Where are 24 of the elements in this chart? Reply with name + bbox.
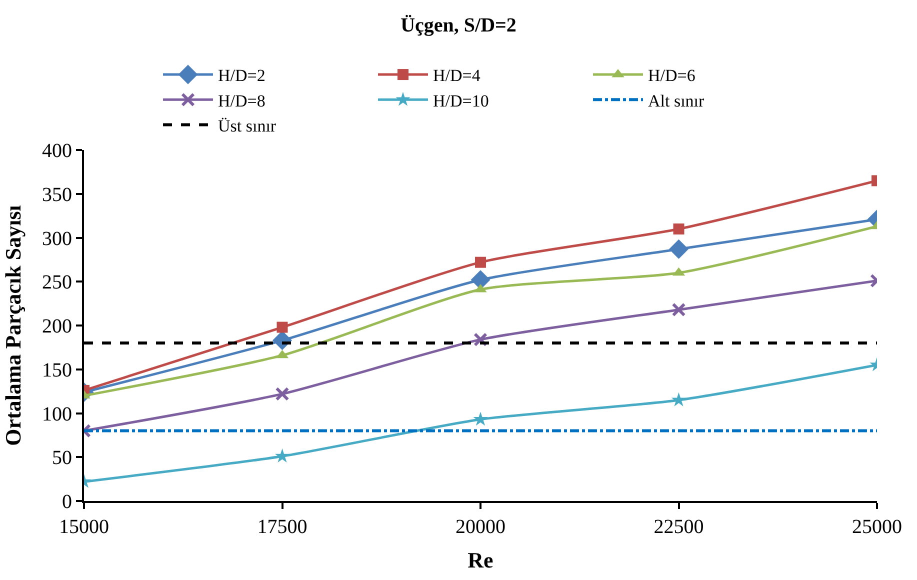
legend-label: H/D=2 [218,66,266,86]
x-axis-title: Re [468,547,494,572]
y-tick-label: 250 [42,272,72,294]
y-axis-title: Ortalama Parçacık Sayısı [0,205,26,446]
y-tick-label: 100 [42,403,72,426]
x-tick-label: 20000 [456,516,506,538]
y-tick-label: 150 [42,359,72,382]
y-tick-label: 0 [62,491,72,513]
y-tick-label: 350 [42,184,72,206]
legend-label: Üst sınır [218,116,276,136]
y-tick-label: 50 [52,447,72,470]
y-tick-label: 400 [42,140,72,162]
chart-title: Üçgen, S/D=2 [400,14,516,36]
x-tick-label: 25000 [852,516,902,538]
y-tick-label: 300 [42,228,72,250]
y-tick-label: 200 [42,316,72,338]
x-tick-label: 17500 [257,516,308,538]
legend-label: H/D=6 [648,66,696,86]
x-tick-label: 22500 [654,516,704,538]
x-tick-label: 15000 [59,516,109,538]
legend-label: Alt sınır [648,91,705,110]
legend-label: H/D=4 [433,66,481,86]
legend-label: H/D=8 [218,91,266,110]
legend-label: H/D=10 [433,91,489,110]
